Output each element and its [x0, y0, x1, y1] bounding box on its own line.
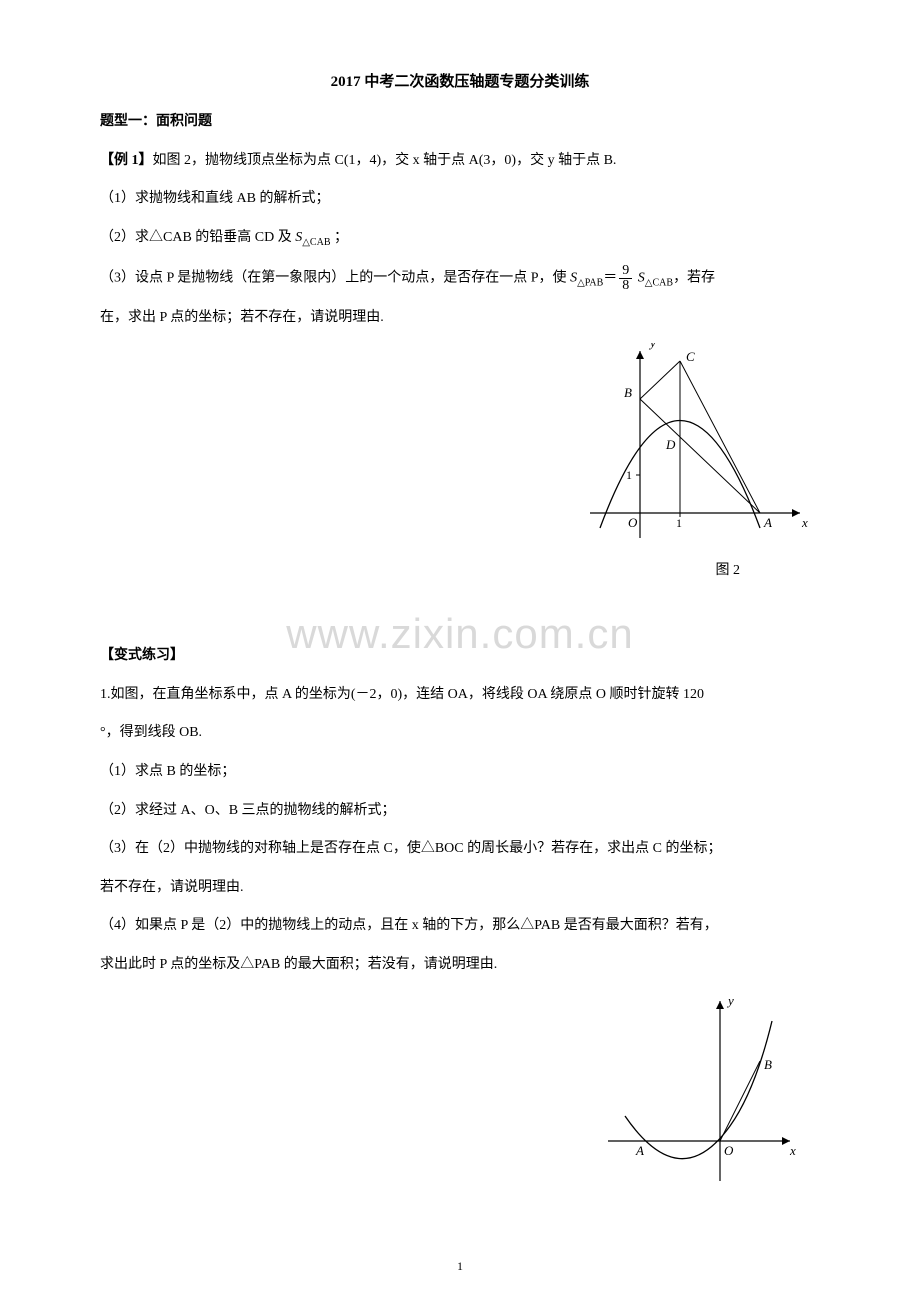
example-1-heading: 【例 1】如图 2，抛物线顶点坐标为点 C(1，4)，交 x 轴于点 A(3，0… — [100, 148, 820, 175]
point-d-label: D — [665, 437, 676, 452]
figure-3-svg: y x O A B — [600, 991, 800, 1191]
origin-label-2: O — [724, 1143, 734, 1158]
axis-label-x-2: x — [789, 1143, 796, 1158]
ex1-q2-subscript: △CAB — [302, 237, 330, 248]
axis-label-y-2: y — [726, 993, 734, 1008]
ex1-question-1: （1）求抛物线和直线 AB 的解析式； — [100, 186, 820, 213]
tick-1-y: 1 — [626, 468, 632, 482]
var-q4b: 求出此时 P 点的坐标及△PAB 的最大面积；若没有，请说明理由. — [100, 952, 820, 979]
figure-2-block: y x O 1 1 A B C D 图 2 — [100, 343, 820, 603]
figure-2-svg: y x O 1 1 A B C D — [580, 343, 810, 553]
page-title: 2017 中考二次函数压轴题专题分类训练 — [100, 70, 820, 91]
ex1-q3-sub2: △CAB — [645, 277, 673, 288]
tick-1-x: 1 — [676, 516, 682, 530]
axis-label-x: x — [801, 515, 808, 530]
fraction-numerator: 9 — [619, 264, 632, 279]
variation-title: 【变式练习】 — [100, 643, 820, 670]
page: www.zixin.com.cn 2017 中考二次函数压轴题专题分类训练 题型… — [0, 0, 920, 1302]
var-q3b: 若不存在，请说明理由. — [100, 875, 820, 902]
ex1-question-3-line1: （3）设点 P 是抛物线（在第一象限内）上的一个动点，是否存在一点 P，使 S△… — [100, 264, 820, 293]
fraction-denominator: 8 — [619, 279, 632, 293]
var-q1: （1）求点 B 的坐标； — [100, 759, 820, 786]
ex1-q2-text-b: ； — [331, 230, 349, 245]
section-title: 题型一：面积问题 — [100, 109, 820, 136]
ex1-q3-sub1: △PAB — [577, 277, 603, 288]
ex1-question-3-line2: 在，求出 P 点的坐标；若不存在，请说明理由. — [100, 305, 820, 332]
ex1-q3-eq: ＝ — [603, 270, 617, 285]
ex1-q3-s2: S — [638, 270, 645, 285]
page-number: 1 — [0, 1259, 920, 1274]
point-a-label-2: A — [635, 1143, 644, 1158]
example-label: 【例 1】 — [100, 153, 153, 168]
var-q3a: （3）在（2）中抛物线的对称轴上是否存在点 C，使△BOC 的周长最小？若存在，… — [100, 836, 820, 863]
ex1-q3-s1: S — [570, 270, 577, 285]
point-b-label: B — [624, 385, 632, 400]
axis-label-y: y — [648, 343, 656, 350]
point-b-label-2: B — [764, 1057, 772, 1072]
point-a-label: A — [763, 515, 772, 530]
ex1-q2-text-a: （2）求△CAB 的铅垂高 CD 及 — [100, 230, 295, 245]
var-q2: （2）求经过 A、O、B 三点的抛物线的解析式； — [100, 798, 820, 825]
var-q4a: （4）如果点 P 是（2）中的抛物线上的动点，且在 x 轴的下方，那么△PAB … — [100, 913, 820, 940]
ex1-q3-text-a: （3）设点 P 是抛物线（在第一象限内）上的一个动点，是否存在一点 P，使 — [100, 270, 570, 285]
figure-2-caption: 图 2 — [716, 559, 741, 579]
spacer — [100, 603, 820, 643]
figure-3-block: y x O A B — [100, 991, 820, 1211]
example-1-text: 如图 2，抛物线顶点坐标为点 C(1，4)，交 x 轴于点 A(3，0)，交 y… — [153, 153, 617, 168]
point-c-label: C — [686, 349, 695, 364]
origin-label: O — [628, 515, 638, 530]
var-line1b: °，得到线段 OB. — [100, 720, 820, 747]
var-line1a: 1.如图，在直角坐标系中，点 A 的坐标为(－2，0)，连结 OA，将线段 OA… — [100, 682, 820, 709]
ex1-q3-text-b: ，若存 — [673, 270, 715, 285]
ex1-question-2: （2）求△CAB 的铅垂高 CD 及 S△CAB ； — [100, 225, 820, 252]
fraction-9-8: 98 — [619, 264, 632, 293]
